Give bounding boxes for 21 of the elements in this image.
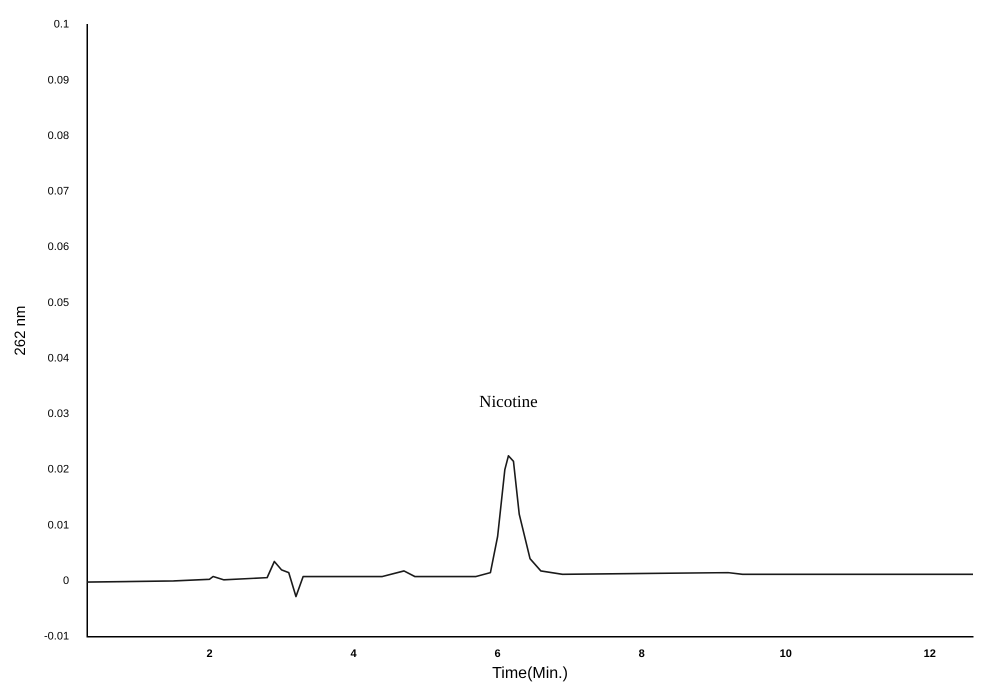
y-tick-label: 0: [62, 574, 70, 587]
y-tick-label: 0.02: [48, 464, 70, 476]
x-tick-label: 2: [206, 648, 213, 660]
y-tick-label: 0.06: [48, 241, 70, 254]
y-axis-title: 262 nm: [12, 306, 30, 356]
y-tick-label: 0.04: [48, 352, 70, 364]
y-tick-label: -0.01: [44, 630, 70, 643]
y-tick-label: 0.07: [48, 186, 70, 198]
x-tick-label: 4: [350, 648, 358, 660]
x-tick-label: 8: [638, 648, 645, 660]
x-tick-label: 10: [780, 648, 792, 660]
x-tick-label: 12: [924, 648, 936, 660]
y-tick-label: 0.01: [48, 519, 70, 532]
x-axis-title: Time(Min.): [492, 664, 568, 682]
y-tick-label: 0.1: [54, 18, 70, 31]
y-tick-label: 0.08: [48, 130, 70, 142]
annotation: Nicotine: [479, 392, 538, 411]
y-tick-label: 0.05: [48, 296, 70, 309]
x-tick-label: 6: [494, 648, 501, 660]
y-tick-label: 0.03: [48, 408, 70, 420]
y-tick-label: 0.09: [48, 74, 70, 86]
